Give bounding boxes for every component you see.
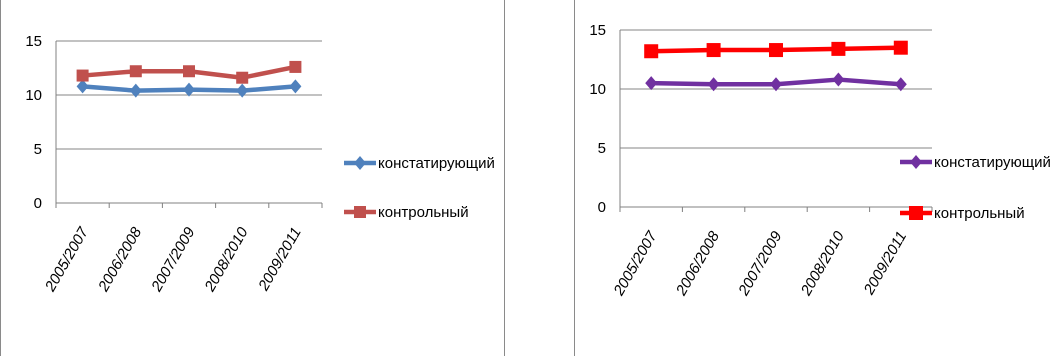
legend-marker	[910, 155, 922, 169]
data-point	[831, 41, 846, 56]
data-point	[707, 77, 720, 92]
x-tick-label: 2006/2008	[95, 224, 146, 295]
data-point	[289, 60, 302, 73]
data-point	[129, 65, 142, 78]
data-point	[894, 77, 907, 92]
data-point	[832, 72, 845, 87]
x-tick-label: 2006/2008	[672, 228, 723, 299]
data-point	[645, 76, 658, 91]
data-point	[289, 79, 302, 94]
x-tick-label: 2005/2007	[610, 228, 661, 299]
legend-marker	[909, 206, 923, 220]
x-tick-label: 2007/2009	[148, 224, 199, 295]
x-tick-label: 2009/2011	[860, 229, 910, 299]
chart-left: 0 5 10 15 2005/2007 2006/2008 2007/2009 2008/20…	[0, 0, 505, 356]
data-point	[236, 71, 249, 84]
data-point	[644, 44, 659, 59]
legend-label: констатирующий	[934, 154, 1050, 171]
y-tick-label: 5	[598, 140, 606, 157]
chart-right-svg: 0 5 10 15 2005/2007 2006/2008 2007/2009 2008/20…	[589, 22, 1050, 299]
x-tick-label: 2005/2007	[41, 224, 92, 295]
y-tick-label: 10	[589, 81, 606, 98]
chart-left-svg: 0 5 10 15 2005/2007 2006/2008 2007/2009 2008/20…	[25, 33, 495, 295]
y-tick-label: 0	[598, 199, 606, 216]
data-point	[183, 65, 195, 78]
x-tick-label: 2007/2009	[735, 228, 786, 299]
x-tick-label: 2008/2010	[797, 228, 848, 299]
data-point	[770, 77, 782, 92]
chart-right: 0 5 10 15 2005/2007 2006/2008 2007/2009 2008/20…	[560, 0, 1050, 356]
legend-marker	[354, 206, 366, 218]
y-tick-label: 15	[589, 22, 606, 39]
data-point	[236, 83, 249, 98]
data-point	[769, 43, 783, 58]
data-point	[183, 82, 195, 97]
y-tick-label: 15	[25, 33, 42, 50]
data-point	[76, 79, 89, 94]
data-point	[893, 40, 908, 55]
legend-label: контрольный	[934, 205, 1025, 222]
chart-frame-left-edge	[0, 0, 1, 356]
y-tick-label: 5	[34, 141, 42, 158]
legend-label: констатирующий	[378, 155, 495, 172]
chart-frame-left-edge	[574, 0, 575, 356]
legend-marker	[354, 156, 366, 170]
y-tick-label: 0	[34, 195, 42, 212]
x-tick-label: 2009/2011	[255, 225, 305, 295]
x-tick-label: 2008/2010	[201, 224, 252, 295]
data-point	[129, 83, 142, 98]
y-tick-label: 10	[25, 87, 42, 104]
data-point	[706, 43, 721, 58]
legend-label: контрольный	[378, 204, 469, 221]
data-point	[76, 69, 89, 82]
chart-frame-right-edge	[504, 0, 505, 356]
